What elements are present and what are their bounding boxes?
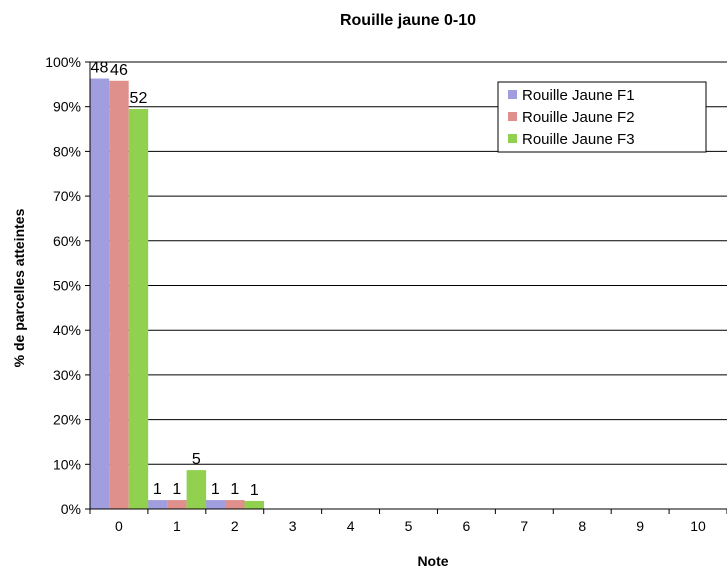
data-label: 1 [172,481,181,498]
y-tick-label: 90% [53,99,81,115]
x-tick-label: 2 [231,518,239,534]
bar [244,500,265,509]
legend-swatch [508,112,517,121]
x-tick-label: 9 [636,518,644,534]
bar [128,108,149,509]
bar [109,80,129,510]
x-tick-label: 6 [463,518,471,534]
bar [225,500,245,509]
x-tick-label: 0 [115,518,123,534]
x-axis-title: Note [417,553,448,569]
data-label: 1 [153,481,162,498]
y-tick-label: 70% [53,188,81,204]
axes: 0% 10% 20% 30% 40% 50% 60% 70% 80% 90% 100% 0 1 2 3 4 5 6… [45,54,727,534]
bar [167,500,187,509]
x-tick-label: 1 [173,518,181,534]
x-tick-label: 4 [347,518,355,534]
legend-swatch [508,90,517,99]
legend: Rouille Jaune F1 Rouille Jaune F2 Rouille … [497,81,707,153]
x-tick-label: 7 [520,518,528,534]
legend-label: Rouille Jaune F3 [522,131,635,148]
x-tick-label: 8 [578,518,586,534]
y-tick-label: 30% [53,367,81,383]
data-label: 46 [110,62,128,79]
legend-box [497,81,707,153]
bar [205,500,226,509]
data-label: 1 [211,481,220,498]
y-axis-title: % de parcelles atteintes [11,208,27,367]
gridlines [90,61,727,465]
legend-label: Rouille Jaune F2 [522,109,635,126]
x-tick-label: 5 [405,518,413,534]
y-tick-label: 0% [61,501,81,517]
legend-label: Rouille Jaune F1 [522,87,635,104]
y-tick-label: 80% [53,143,81,159]
y-tick-label: 10% [53,456,81,472]
legend-swatch [508,134,517,143]
y-tick-label: 60% [53,233,81,249]
x-tick-label: 3 [289,518,297,534]
data-label: 1 [230,481,239,498]
y-tick-label: 40% [53,322,81,338]
data-label: 5 [192,451,201,468]
x-tick-label: 10 [690,518,706,534]
bar [147,500,168,509]
data-label: 52 [130,90,148,107]
bar [89,78,110,509]
chart-title: Rouille jaune 0-10 [340,12,476,29]
y-tick-label: 100% [45,54,81,70]
y-tick-label: 20% [53,412,81,428]
bar [186,470,207,509]
y-tick-label: 50% [53,278,81,294]
data-label: 1 [250,482,259,499]
bars [89,78,265,510]
data-label: 48 [91,60,109,77]
